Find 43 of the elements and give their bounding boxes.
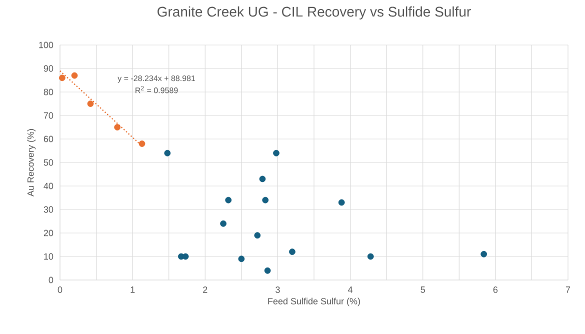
point <box>259 176 266 182</box>
chart-title: Granite Creek UG - CIL Recovery vs Sulfide Sulfur <box>158 6 471 20</box>
point <box>254 232 261 239</box>
point <box>220 220 226 227</box>
point <box>164 150 171 156</box>
y-tick-label: 40 <box>44 182 54 190</box>
x-tick-label: 0 <box>58 286 62 293</box>
point <box>367 253 374 260</box>
annotation: y = -28.234x + 88.981 <box>118 75 196 83</box>
x-tick-label: 7 <box>566 286 570 293</box>
x-tick-label: 3 <box>276 286 280 293</box>
y-tick-label: 0 <box>48 276 54 284</box>
y-axis-title: Au Recovery (%) <box>27 129 36 196</box>
annotation: R$^{2}$ = 0.9589 <box>136 86 178 94</box>
point <box>87 100 94 107</box>
point <box>58 74 66 82</box>
point <box>338 199 345 206</box>
point <box>238 256 245 262</box>
point <box>114 124 121 130</box>
x-tick-label: 2 <box>203 286 208 293</box>
x-tick-label: 4 <box>348 286 353 293</box>
y-tick-label: 30 <box>44 206 54 213</box>
point <box>138 140 146 147</box>
point <box>480 250 488 258</box>
y-tick-label: 20 <box>44 230 54 236</box>
y-tick-label: 80 <box>44 88 54 96</box>
point <box>225 196 232 204</box>
point <box>182 253 189 260</box>
x-tick-label: 1 <box>130 286 135 293</box>
point <box>262 196 269 204</box>
point <box>71 72 78 79</box>
point <box>264 267 271 274</box>
y-tick-label: 100 <box>39 42 54 48</box>
y-tick-label: 70 <box>44 112 54 119</box>
x-tick-label: 6 <box>493 286 498 293</box>
y-tick-label: 50 <box>44 159 54 166</box>
x-tick-label: 5 <box>420 286 425 293</box>
y-tick-label: 10 <box>44 253 54 260</box>
x-axis-title: Feed Sulfide Sulfur (%) <box>268 298 360 306</box>
y-tick-label: 90 <box>44 65 54 72</box>
y-tick-label: 60 <box>44 136 54 142</box>
point <box>289 248 296 255</box>
point <box>273 150 280 156</box>
